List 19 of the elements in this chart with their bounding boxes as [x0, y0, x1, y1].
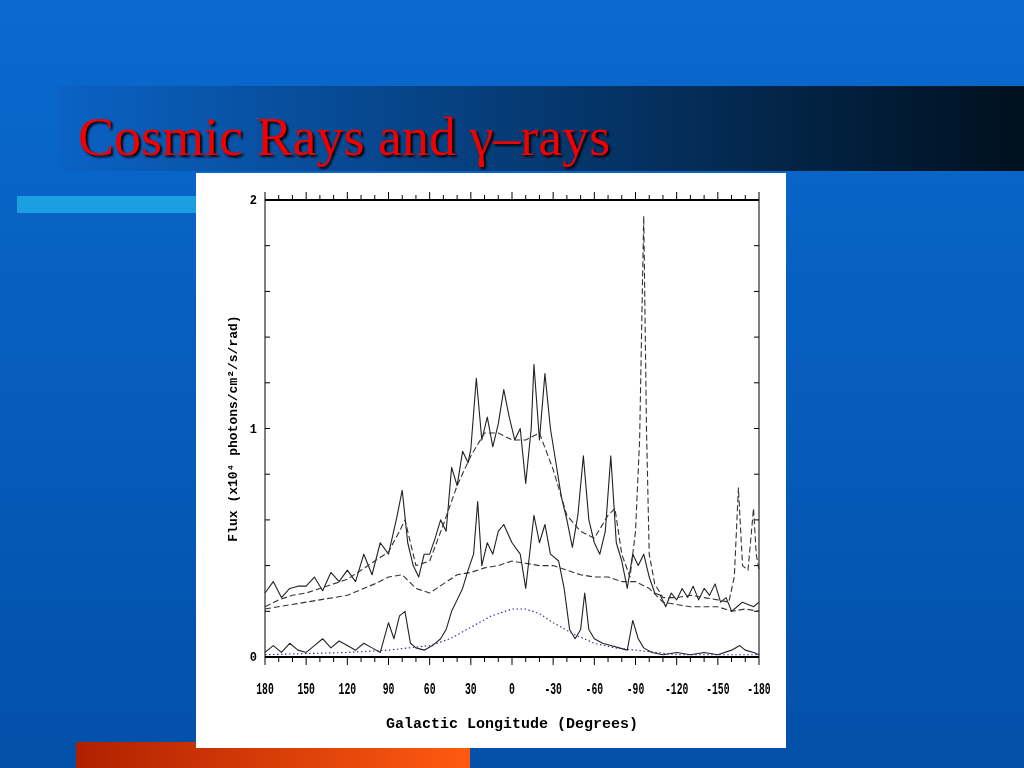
x-tick-label: 120 [338, 680, 357, 700]
x-tick-label: -30 [544, 680, 562, 700]
x-tick-label: -60 [585, 680, 604, 700]
x-axis-title: Galactic Longitude (Degrees) [385, 716, 639, 733]
x-tick-label: 60 [423, 680, 436, 700]
x-tick-label: -120 [664, 680, 689, 700]
chart-title: Cosmic Rays and γ–rays [78, 107, 611, 167]
x-tick-label: 90 [382, 680, 395, 700]
x-tick-label: 180 [256, 680, 274, 700]
y-axis-title: Flux (x10⁴ photons/cm²/s/rad) [226, 315, 241, 542]
x-tick-label: -180 [747, 680, 771, 700]
y-tick-label: 0 [249, 651, 257, 666]
x-tick-label: 0 [509, 680, 515, 700]
x-tick-label: -150 [706, 680, 730, 700]
x-tick-label: 150 [297, 680, 315, 700]
x-tick-label: -90 [626, 680, 645, 700]
x-tick-label: 30 [464, 680, 477, 700]
y-tick-label: 2 [249, 194, 257, 209]
y-tick-label: 1 [249, 422, 257, 437]
